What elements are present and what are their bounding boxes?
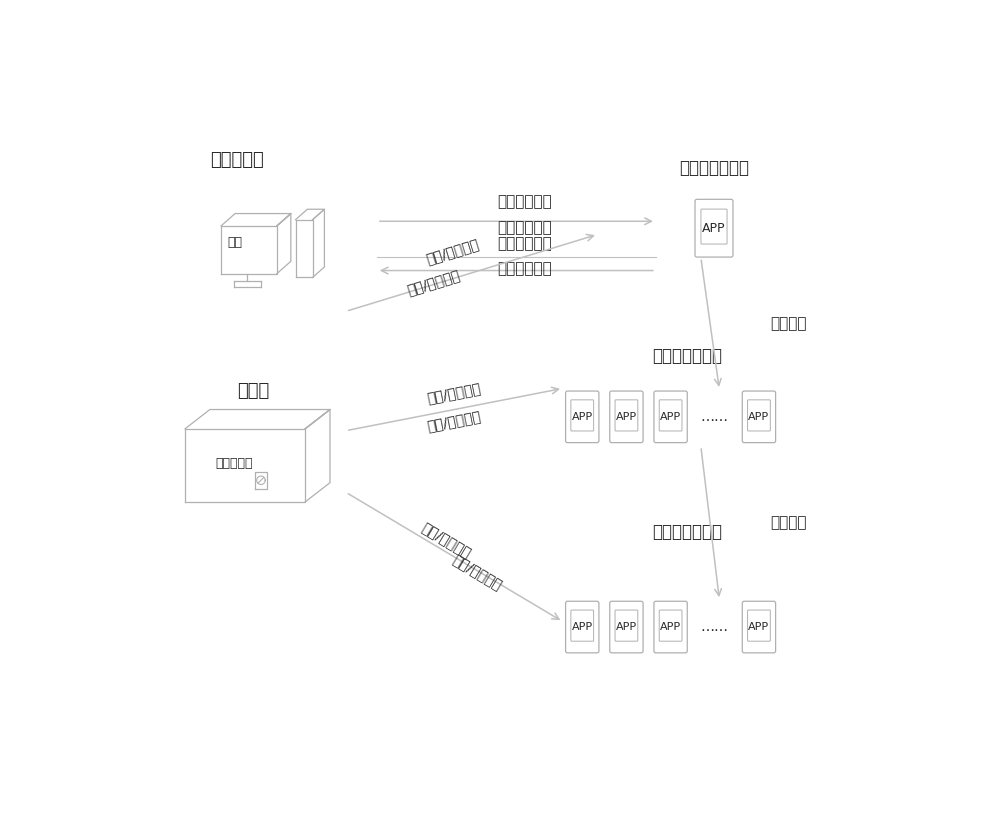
- Text: APP: APP: [616, 622, 637, 632]
- Text: 关锁/停止采集: 关锁/停止采集: [450, 552, 505, 593]
- Text: 云端: 云端: [228, 236, 243, 248]
- Text: APP: APP: [748, 622, 770, 632]
- Text: APP: APP: [660, 622, 681, 632]
- Text: APP: APP: [572, 622, 593, 632]
- Text: ……: ……: [701, 410, 729, 424]
- Text: ……: ……: [701, 620, 729, 634]
- Text: APP: APP: [702, 222, 726, 235]
- Text: 用户授权分配: 用户授权分配: [497, 220, 552, 235]
- Text: APP: APP: [660, 412, 681, 422]
- Text: 一级近端服务器: 一级近端服务器: [679, 159, 749, 177]
- Text: 二级近端服务器: 二级近端服务器: [652, 347, 722, 365]
- Text: 关锁/停止采集: 关锁/停止采集: [405, 267, 461, 297]
- Text: 远端服务器: 远端服务器: [210, 151, 264, 168]
- Text: 三级近端服务器: 三级近端服务器: [652, 523, 722, 541]
- Text: 开锁/视频采集: 开锁/视频采集: [424, 237, 481, 266]
- Text: APP: APP: [572, 412, 593, 422]
- Text: APP: APP: [616, 412, 637, 422]
- Text: APP: APP: [748, 412, 770, 422]
- Text: 用户身份管理: 用户身份管理: [497, 193, 552, 208]
- Text: 用户信息采集: 用户信息采集: [497, 236, 552, 251]
- Text: 开锁/视频采集: 开锁/视频采集: [419, 520, 474, 560]
- Text: 视频信息采集: 视频信息采集: [497, 261, 552, 276]
- Text: 关锁/停止采集: 关锁/停止采集: [426, 409, 483, 433]
- Text: 二级授权: 二级授权: [771, 316, 807, 331]
- Text: 印章盒: 印章盒: [237, 382, 269, 400]
- Text: 盖章记录仪: 盖章记录仪: [216, 457, 253, 471]
- Text: 开锁/视频采集: 开锁/视频采集: [426, 380, 483, 405]
- Text: 三级授权: 三级授权: [771, 515, 807, 530]
